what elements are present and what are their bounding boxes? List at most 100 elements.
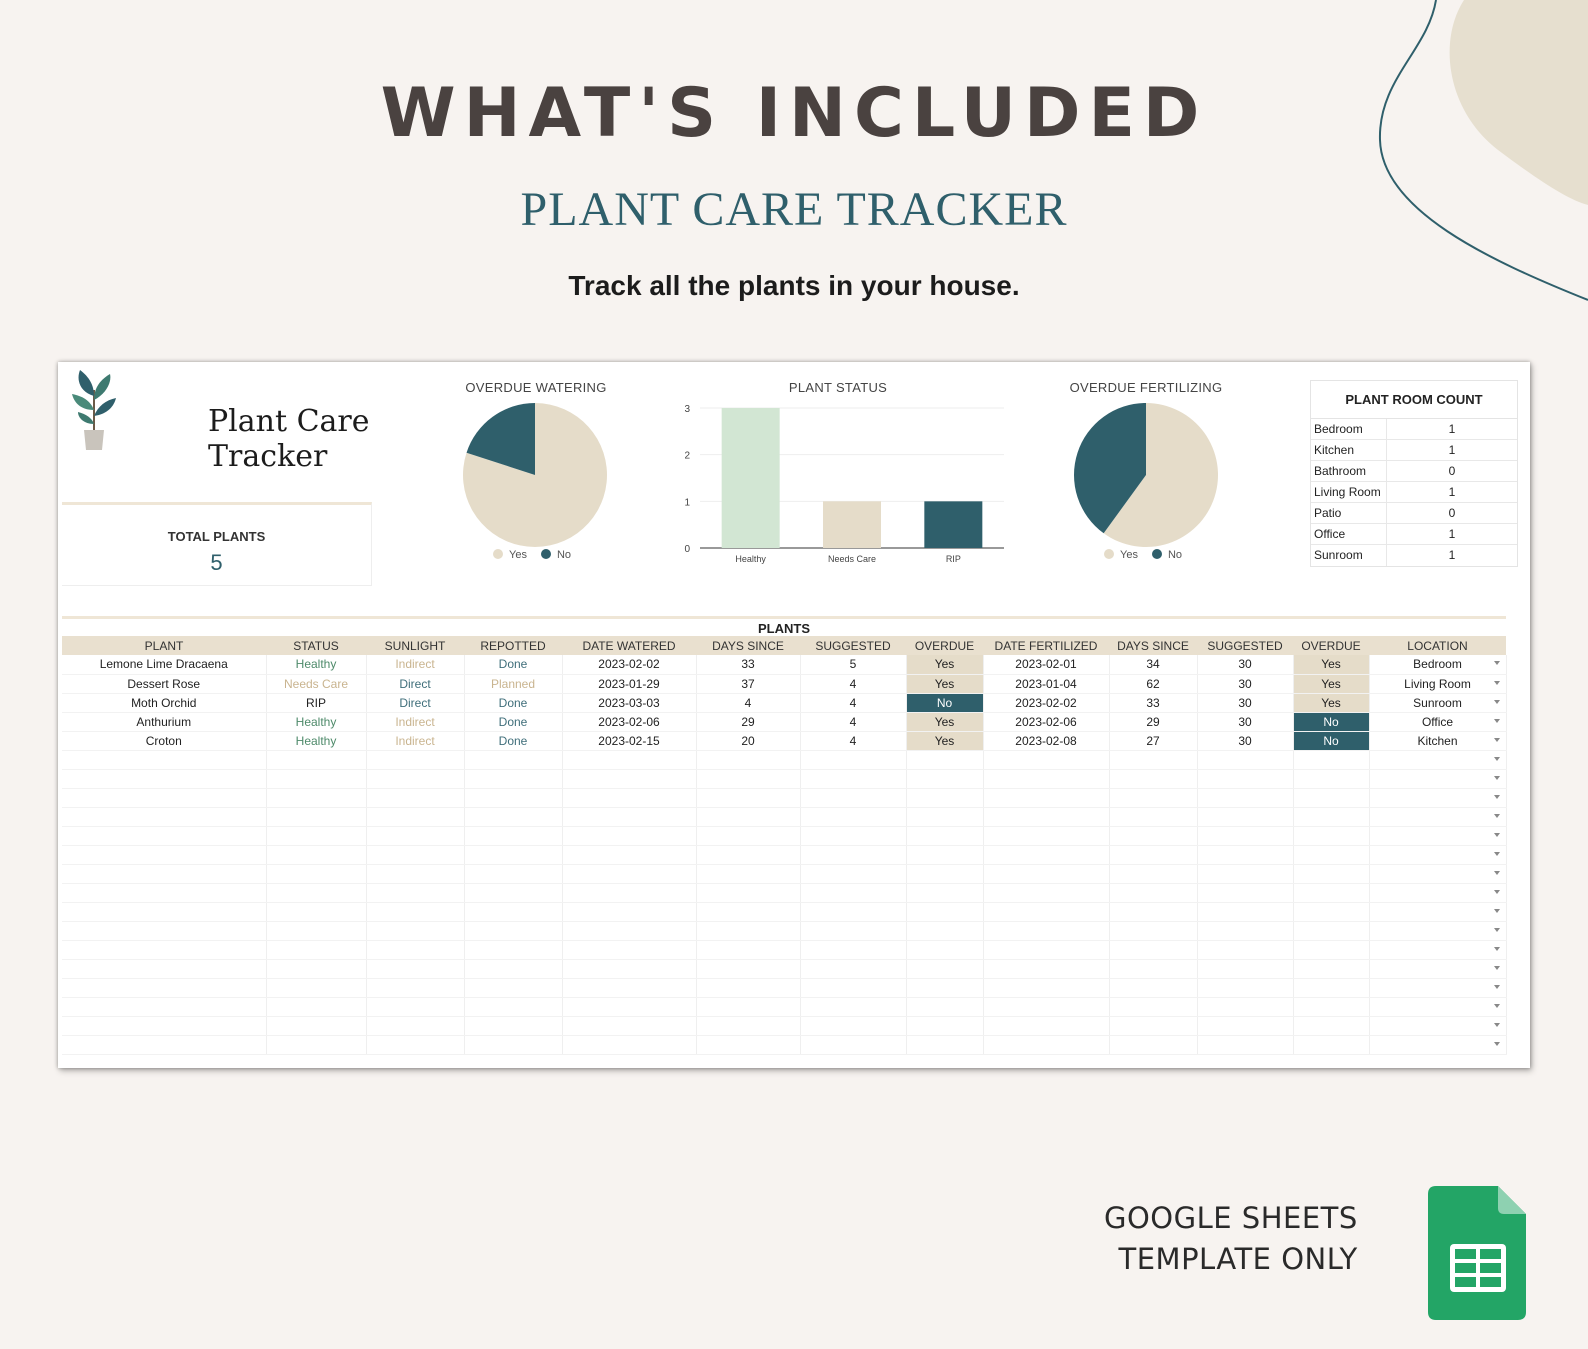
- plant-room-count-table: PLANT ROOM COUNT Bedroom 1 Kitchen 1 Bathroo…: [1310, 380, 1518, 567]
- table-cell: [62, 826, 267, 846]
- table-cell: 27: [1109, 731, 1198, 751]
- table-cell: [464, 750, 563, 770]
- table-cell: [983, 940, 1110, 960]
- table-cell: 30: [1197, 655, 1294, 675]
- dropdown-arrow-icon[interactable]: [1493, 984, 1500, 989]
- dropdown-arrow-icon[interactable]: [1493, 1003, 1500, 1008]
- table-cell: [562, 978, 697, 998]
- table-cell[interactable]: Bedroom: [1369, 655, 1507, 675]
- table-cell: [366, 788, 465, 808]
- table-cell[interactable]: [1369, 845, 1507, 865]
- table-cell: [800, 845, 907, 865]
- table-cell[interactable]: [1369, 997, 1507, 1017]
- table-cell: Planned: [464, 674, 563, 694]
- table-cell: [266, 1016, 367, 1036]
- table-cell[interactable]: Kitchen: [1369, 731, 1507, 751]
- table-cell: [366, 750, 465, 770]
- dropdown-arrow-icon[interactable]: [1493, 832, 1500, 837]
- table-cell: [696, 959, 801, 979]
- table-cell[interactable]: [1369, 807, 1507, 827]
- table-cell: [62, 769, 267, 789]
- dropdown-arrow-icon[interactable]: [1493, 946, 1500, 951]
- room-name: Office: [1311, 524, 1387, 544]
- dropdown-arrow-icon[interactable]: [1493, 1041, 1500, 1046]
- table-cell: [800, 769, 907, 789]
- dropdown-arrow-icon[interactable]: [1493, 851, 1500, 856]
- table-cell: [800, 864, 907, 884]
- table-cell[interactable]: [1369, 883, 1507, 903]
- dropdown-arrow-icon[interactable]: [1493, 756, 1500, 761]
- table-cell: [1197, 1035, 1294, 1055]
- table-cell: 2023-02-15: [562, 731, 697, 751]
- dropdown-arrow-icon[interactable]: [1493, 718, 1500, 723]
- dropdown-arrow-icon[interactable]: [1493, 965, 1500, 970]
- column-header: PLANT: [62, 636, 266, 655]
- table-cell[interactable]: [1369, 750, 1507, 770]
- table-cell[interactable]: [1369, 1035, 1507, 1055]
- empty-row: [62, 921, 1507, 941]
- table-cell: [266, 1035, 367, 1055]
- table-cell: [800, 1035, 907, 1055]
- column-header: LOCATION: [1369, 636, 1506, 655]
- room-count: 0: [1448, 464, 1456, 478]
- table-cell: [1109, 978, 1198, 998]
- table-cell: [800, 883, 907, 903]
- table-cell[interactable]: [1369, 826, 1507, 846]
- dropdown-arrow-icon[interactable]: [1493, 661, 1500, 665]
- table-cell: [800, 1016, 907, 1036]
- dropdown-arrow-icon[interactable]: [1493, 908, 1500, 913]
- table-cell: 2023-02-06: [562, 712, 697, 732]
- table-cell[interactable]: Office: [1369, 712, 1507, 732]
- table-cell: 4: [800, 693, 907, 713]
- column-header: OVERDUE: [1293, 636, 1369, 655]
- table-cell[interactable]: [1369, 1016, 1507, 1036]
- table-cell: [266, 997, 367, 1017]
- table-row: Dessert Rose Needs Care Direct Planned 2023-…: [62, 674, 1507, 694]
- table-cell: [983, 864, 1110, 884]
- table-cell: Yes: [906, 712, 984, 732]
- dropdown-arrow-icon[interactable]: [1493, 699, 1500, 704]
- table-cell[interactable]: [1369, 864, 1507, 884]
- dropdown-arrow-icon[interactable]: [1493, 680, 1500, 685]
- table-cell: [464, 883, 563, 903]
- dropdown-arrow-icon[interactable]: [1493, 889, 1500, 894]
- table-cell[interactable]: [1369, 978, 1507, 998]
- dropdown-arrow-icon[interactable]: [1493, 870, 1500, 875]
- google-sheets-label: GOOGLE SHEETS TEMPLATE ONLY: [1104, 1201, 1358, 1276]
- table-cell[interactable]: [1369, 921, 1507, 941]
- table-cell: [906, 826, 984, 846]
- table-cell: [1109, 807, 1198, 827]
- table-cell: [464, 788, 563, 808]
- table-cell: Indirect: [366, 712, 465, 732]
- dropdown-arrow-icon[interactable]: [1493, 737, 1500, 742]
- plant-icon: [72, 370, 116, 450]
- table-cell: 2023-02-02: [983, 693, 1110, 713]
- pie-slice-yes: [1103, 403, 1218, 547]
- hero-tagline: Track all the plants in your house.: [568, 270, 1020, 301]
- table-cell[interactable]: [1369, 902, 1507, 922]
- sheet-header: Plant Care Tracker: [70, 366, 430, 474]
- table-cell[interactable]: Sunroom: [1369, 693, 1507, 713]
- column-header: DAYS SINCE: [1109, 636, 1197, 655]
- table-cell: [366, 826, 465, 846]
- table-cell: [696, 1035, 801, 1055]
- table-cell[interactable]: [1369, 940, 1507, 960]
- dropdown-arrow-icon[interactable]: [1493, 775, 1500, 780]
- table-cell[interactable]: [1369, 769, 1507, 789]
- table-cell: [696, 750, 801, 770]
- table-cell: [800, 940, 907, 960]
- table-cell[interactable]: Living Room: [1369, 674, 1507, 694]
- table-cell: [906, 1016, 984, 1036]
- table-cell[interactable]: [1369, 959, 1507, 979]
- empty-row: [62, 864, 1507, 884]
- table-cell: [464, 769, 563, 789]
- table-cell: No: [906, 693, 984, 713]
- dropdown-arrow-icon[interactable]: [1493, 1022, 1500, 1027]
- dropdown-arrow-icon[interactable]: [1493, 794, 1500, 799]
- dropdown-arrow-icon[interactable]: [1493, 927, 1500, 932]
- decorative-blob: [1378, 0, 1588, 301]
- table-cell: 2023-02-06: [983, 712, 1110, 732]
- table-cell: [464, 959, 563, 979]
- table-cell[interactable]: [1369, 788, 1507, 808]
- dropdown-arrow-icon[interactable]: [1493, 813, 1500, 818]
